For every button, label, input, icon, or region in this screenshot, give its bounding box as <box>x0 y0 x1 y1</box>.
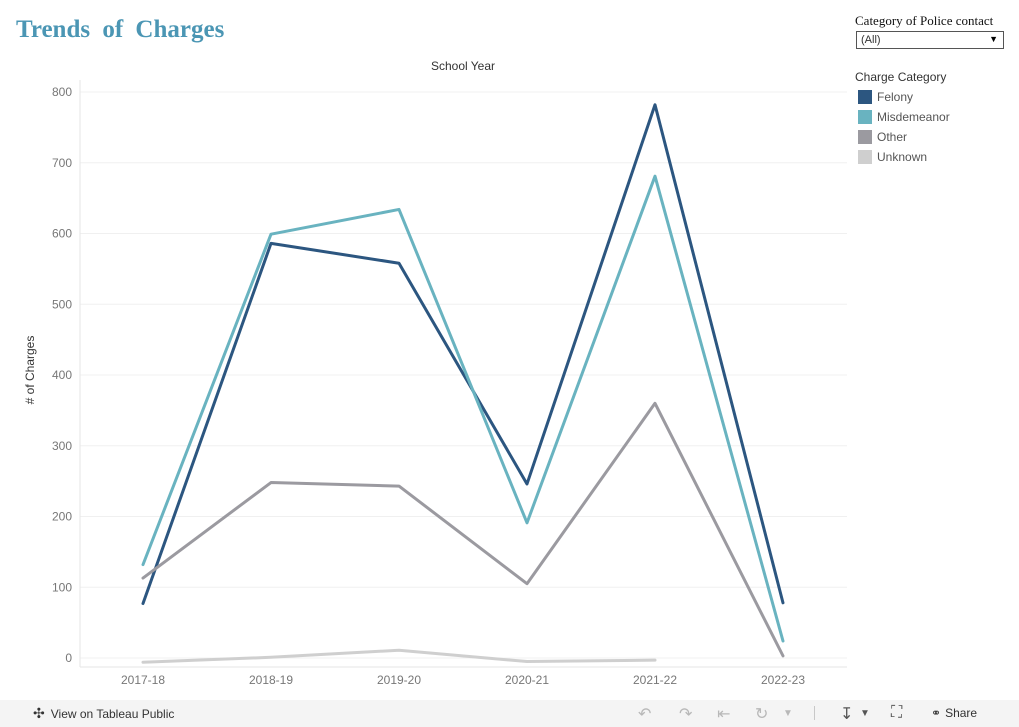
refresh-icon[interactable]: ↻ <box>755 706 769 723</box>
pause-dropdown-icon[interactable]: ▼ <box>783 708 793 719</box>
x-tick-label: 2017-18 <box>121 673 165 687</box>
line-chart: School Year 0 100 200 300 400 500 600 700 800 # of… <box>23 59 847 687</box>
filter-label: Category of Police contact <box>855 13 994 28</box>
legend-label-felony: Felony <box>877 90 914 104</box>
page-title: Trends of Charges <box>16 16 225 43</box>
x-tick-label: 2018-19 <box>249 673 293 687</box>
x-tick-label: 2019-20 <box>377 673 421 687</box>
share-button[interactable]: ⚭ Share <box>931 706 977 720</box>
x-tick-label: 2020-21 <box>505 673 549 687</box>
view-link-label: View on Tableau Public <box>50 707 175 721</box>
legend-swatch-other <box>858 130 872 144</box>
legend-swatch-unknown <box>858 150 872 164</box>
series-line-felony <box>141 103 785 606</box>
filter-selected-value: (All) <box>861 34 881 46</box>
redo-icon[interactable]: ↷ <box>679 706 693 723</box>
y-tick-label: 100 <box>52 580 72 594</box>
x-tick-label: 2021-22 <box>633 673 677 687</box>
y-tick-label: 500 <box>52 297 72 311</box>
police-contact-filter-dropdown[interactable]: (All) ▼ <box>856 31 1004 49</box>
y-tick-label: 700 <box>52 156 72 170</box>
download-icon[interactable]: ↧ <box>840 706 854 723</box>
view-on-tableau-public-link[interactable]: ✣ View on Tableau Public <box>33 705 174 722</box>
y-tick-label: 200 <box>52 510 72 524</box>
toolbar-divider <box>814 706 815 720</box>
tableau-footer-toolbar: ✣ View on Tableau Public ↶ ↷ ⇤ ↻ ▼ ↧ ▼ ⛶ … <box>0 700 1019 727</box>
share-label: Share <box>945 706 978 720</box>
legend-swatch-felony <box>858 90 872 104</box>
y-tick-label: 800 <box>52 85 72 99</box>
y-axis-label: # of Charges <box>23 336 37 405</box>
series-line-misdemeanor <box>141 174 785 643</box>
series-line-other <box>141 401 785 658</box>
series-line-unknown <box>141 648 657 664</box>
share-icon: ⚭ <box>931 706 942 720</box>
revert-icon[interactable]: ⇤ <box>717 706 731 723</box>
y-tick-label: 300 <box>52 439 72 453</box>
download-dropdown-icon[interactable]: ▼ <box>860 708 870 719</box>
dropdown-arrow-icon[interactable]: ▼ <box>989 34 998 44</box>
chart-header-label: School Year <box>431 59 495 73</box>
legend-label-other: Other <box>877 130 908 144</box>
fullscreen-icon[interactable]: ⛶ <box>891 704 903 721</box>
legend-label-unknown: Unknown <box>877 150 928 164</box>
legend-title: Charge Category <box>855 70 947 84</box>
legend-label-misdemeanor: Misdemeanor <box>877 110 950 124</box>
y-tick-label: 400 <box>52 368 72 382</box>
y-tick-label: 600 <box>52 227 72 241</box>
y-tick-label: 0 <box>65 651 72 665</box>
undo-icon[interactable]: ↶ <box>638 706 652 723</box>
tableau-logo-icon: ✣ <box>33 705 45 721</box>
legend-swatch-misdemeanor <box>858 110 872 124</box>
x-tick-label: 2022-23 <box>761 673 805 687</box>
